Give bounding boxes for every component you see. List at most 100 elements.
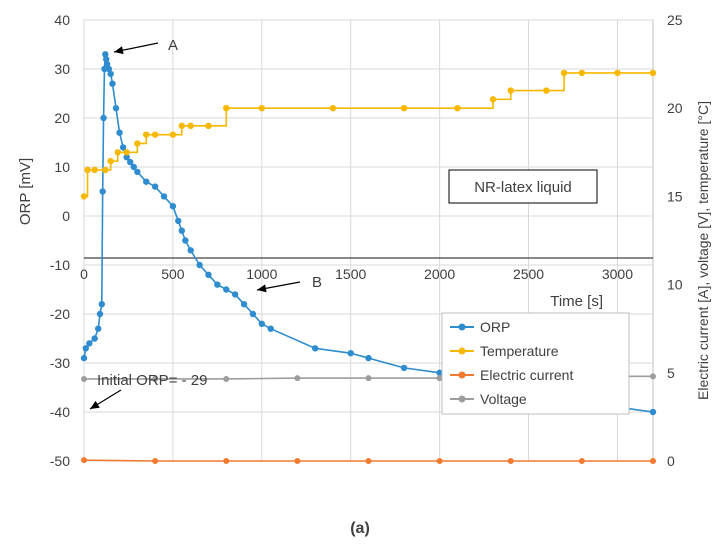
temperature-point — [151, 131, 159, 138]
legend-label-temperature: Temperature — [480, 343, 559, 359]
x-tick-label: 1000 — [246, 266, 277, 282]
orp-point — [123, 154, 130, 161]
orp-point — [178, 227, 185, 234]
voltage-point — [650, 373, 656, 380]
temperature-point — [123, 149, 130, 156]
y-left-tick-label: -10 — [50, 257, 70, 273]
figure-caption: (a) — [350, 520, 370, 537]
electric-current-point — [578, 458, 585, 464]
legend-marker-temperature — [458, 347, 466, 355]
x-tick-label: 500 — [161, 266, 185, 282]
orp-point — [91, 335, 98, 342]
voltage-point — [223, 375, 230, 382]
orp-point — [95, 325, 102, 332]
annotation-initial-label: Initial ORP= - 29 — [97, 372, 207, 389]
temperature-point — [143, 131, 150, 138]
temperature-point — [84, 166, 91, 174]
orp-point — [169, 203, 177, 210]
legend-box — [441, 312, 630, 415]
y-right-tick-label: 0 — [667, 453, 675, 469]
orp-point — [134, 168, 141, 176]
temperature-point — [400, 105, 408, 112]
y-left-tick-label: -30 — [50, 355, 70, 371]
electric-current-point — [436, 458, 443, 464]
temperature-point — [169, 131, 177, 138]
electric-current-point — [507, 458, 514, 464]
orp-point — [103, 56, 110, 63]
legend-label-electric-current: Electric current — [480, 367, 573, 383]
orp-point — [267, 325, 274, 332]
orp-point — [127, 158, 134, 166]
orp-point — [86, 340, 93, 347]
orp-point — [103, 60, 111, 68]
annotation-a-label: A — [168, 37, 178, 54]
orp-point — [223, 286, 230, 293]
temperature-point — [543, 87, 550, 94]
temperature-point — [614, 69, 621, 77]
orp-point — [151, 183, 159, 190]
temperature-point — [649, 69, 657, 77]
orp-point — [205, 271, 212, 278]
temperature-point — [560, 69, 568, 77]
y-right-tick-label: 5 — [667, 365, 675, 381]
temperature-point — [223, 105, 230, 112]
y-right-tick-label: 25 — [667, 12, 683, 28]
temperature-point — [107, 157, 114, 165]
electric-current-point — [650, 458, 656, 464]
orp-point — [99, 188, 106, 195]
orp-point — [214, 281, 221, 288]
voltage-point — [152, 375, 159, 382]
orp-point — [105, 65, 113, 73]
electric-current-point — [365, 458, 372, 464]
temperature-point — [507, 87, 514, 94]
orp-point — [143, 178, 150, 185]
x-tick-label: 2500 — [513, 266, 544, 282]
orp-point — [112, 105, 120, 112]
orp-point — [240, 301, 248, 308]
temperature-point — [114, 149, 121, 156]
temperature-point — [134, 140, 141, 147]
orp-point — [365, 354, 372, 362]
y-left-axis-title: ORP [mV] — [17, 158, 34, 225]
electric-current-point — [152, 458, 159, 464]
voltage-point — [294, 375, 301, 382]
orp-point — [400, 364, 408, 372]
orp-point — [196, 261, 203, 269]
legend: ORP Temperature Electric current Voltage — [441, 312, 630, 415]
electric-current-point — [294, 458, 301, 464]
orp-point — [231, 291, 239, 298]
temperature-point — [91, 166, 98, 174]
x-tick-label: 0 — [80, 266, 88, 282]
y-left-tick-label: 10 — [54, 159, 70, 175]
orp-point — [82, 345, 89, 352]
electric-current-point — [223, 458, 230, 464]
x-tick-label: 1500 — [335, 266, 366, 282]
temperature-point — [102, 166, 109, 174]
orp-point — [102, 51, 109, 58]
orp-point — [649, 408, 657, 416]
orp-point — [96, 310, 104, 318]
annotation-a-arrow-head — [114, 46, 124, 55]
y-left-tick-label: 40 — [54, 12, 70, 28]
legend-marker-orp — [458, 323, 466, 331]
orp-point — [101, 65, 108, 73]
legend-label-voltage: Voltage — [480, 391, 527, 407]
y-right-axis-title: Electric current [A], voltage [V], tempe… — [695, 101, 711, 400]
y-left-tick-label: 20 — [54, 110, 70, 126]
orp-point — [182, 237, 189, 244]
sample-label-box — [448, 169, 598, 204]
orp-point — [311, 345, 319, 352]
annotation-b-label: B — [312, 274, 322, 291]
legend-marker-voltage — [458, 395, 466, 403]
temperature-point — [178, 122, 185, 130]
x-axis-title: Time [s] — [550, 293, 603, 310]
temperature-point — [80, 193, 88, 200]
electric-current-point — [81, 457, 87, 464]
orp-point — [100, 114, 107, 122]
y-right-tick-label: 10 — [667, 277, 683, 293]
temperature-point — [205, 122, 212, 130]
x-tick-label: 3000 — [602, 266, 633, 282]
annotation-b-arrow-head — [257, 284, 267, 293]
y-left-tick-label: -50 — [50, 453, 70, 469]
